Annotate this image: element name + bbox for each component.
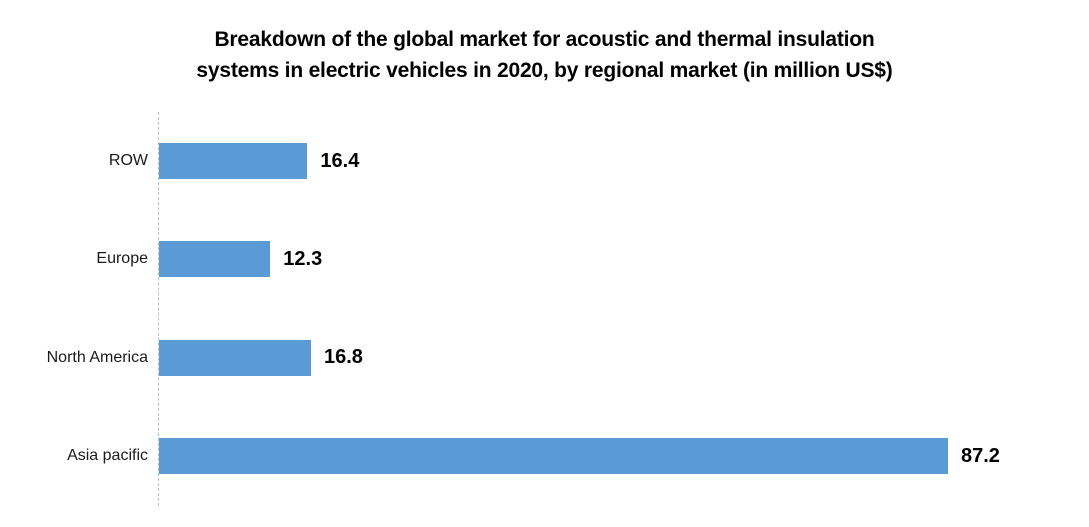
value-label: 87.2	[961, 444, 1000, 467]
bar	[159, 339, 311, 376]
category-label: Asia pacific	[67, 447, 148, 465]
y-axis-line	[158, 112, 159, 506]
value-label: 12.3	[283, 247, 323, 270]
chart-title-line2: systems in electric vehicles in 2020, by…	[196, 59, 893, 82]
chart-title-line1: Breakdown of the global market for acous…	[214, 28, 875, 51]
value-label: 16.8	[324, 346, 363, 369]
bar-row: Europe 12.3	[0, 210, 1089, 308]
bar	[159, 143, 308, 179]
plot-area: ROW 16.4 Europe 12.3 North America 16.8 Asia p…	[0, 112, 1089, 506]
value-label: 16.4	[320, 149, 360, 172]
bar	[159, 438, 948, 475]
bar-row: North America 16.8	[0, 309, 1089, 407]
chart-title: Breakdown of the global market for acous…	[0, 24, 1089, 86]
category-label: Europe	[96, 250, 148, 268]
bar-row: ROW 16.4	[0, 112, 1089, 210]
category-label: North America	[46, 348, 148, 366]
bar	[159, 241, 271, 278]
category-label: ROW	[108, 152, 148, 169]
bar-row: Asia pacific 87.2	[0, 407, 1089, 505]
